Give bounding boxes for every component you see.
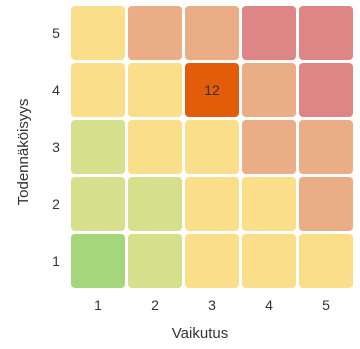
heatmap-cells <box>71 6 353 288</box>
cell-x1-y4 <box>71 63 125 117</box>
cell-x1-y1 <box>71 234 125 288</box>
cell-x2-y3 <box>128 120 182 174</box>
cell-x5-y4 <box>299 63 353 117</box>
y-tick-label: 2 <box>52 196 60 212</box>
cell-x2-y5 <box>128 6 182 60</box>
y-axis-ticks: 1 2 3 4 5 <box>52 25 60 269</box>
x-axis-label: Vaikutus <box>172 325 228 342</box>
cell-x1-y3 <box>71 120 125 174</box>
cell-annotations: 12 <box>204 82 220 98</box>
y-tick-label: 1 <box>52 253 60 269</box>
y-tick-label: 3 <box>52 139 60 155</box>
y-tick-label: 4 <box>52 82 60 98</box>
cell-x4-y5 <box>242 6 296 60</box>
cell-annotation: 12 <box>204 82 220 98</box>
cell-x3-y4 <box>185 63 239 117</box>
x-tick-label: 1 <box>94 297 102 313</box>
cell-x3-y2 <box>185 177 239 231</box>
y-tick-label: 5 <box>52 25 60 41</box>
cell-x2-y2 <box>128 177 182 231</box>
x-tick-label: 3 <box>208 297 216 313</box>
cell-x5-y5 <box>299 6 353 60</box>
cell-x1-y5 <box>71 6 125 60</box>
cell-x1-y2 <box>71 177 125 231</box>
y-axis-label: Todennäköisyys <box>15 99 32 206</box>
cell-x5-y1 <box>299 234 353 288</box>
cell-x5-y2 <box>299 177 353 231</box>
cell-x4-y2 <box>242 177 296 231</box>
cell-x3-y1 <box>185 234 239 288</box>
x-tick-label: 5 <box>322 297 330 313</box>
cell-x3-y3 <box>185 120 239 174</box>
x-tick-label: 4 <box>265 297 273 313</box>
cell-x4-y3 <box>242 120 296 174</box>
cell-x2-y1 <box>128 234 182 288</box>
cell-x5-y3 <box>299 120 353 174</box>
x-tick-label: 2 <box>151 297 159 313</box>
cell-x4-y1 <box>242 234 296 288</box>
x-axis-ticks: 1 2 3 4 5 <box>94 297 330 313</box>
cell-x2-y4 <box>128 63 182 117</box>
cell-x3-y5 <box>185 6 239 60</box>
cell-x4-y4 <box>242 63 296 117</box>
